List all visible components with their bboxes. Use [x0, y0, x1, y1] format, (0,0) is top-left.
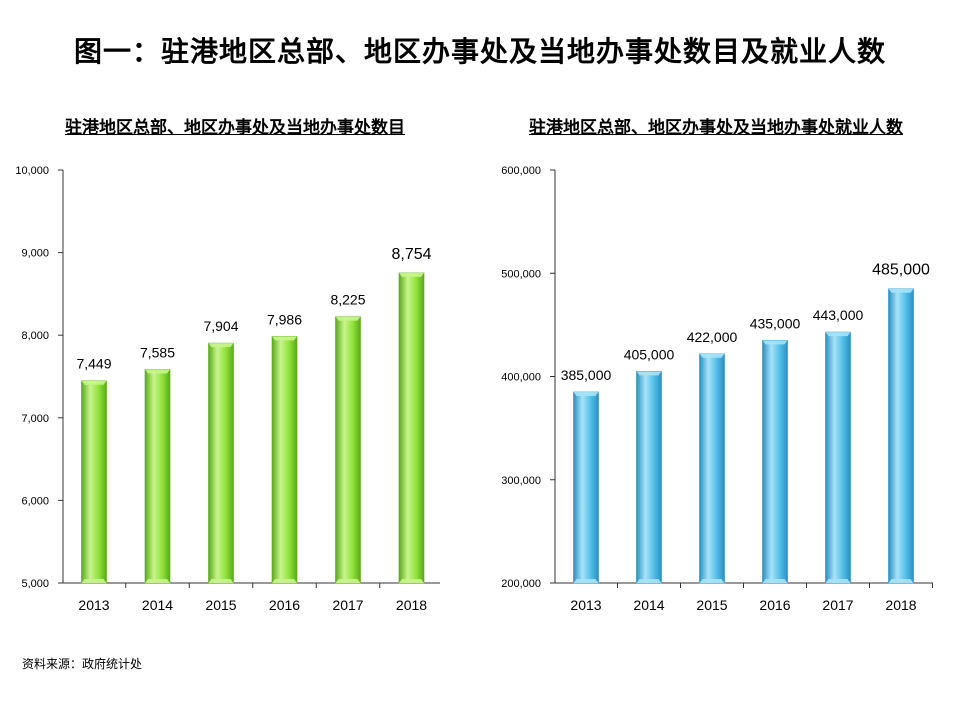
chart-title-offices: 驻港地区总部、地区办事处及当地办事处数目	[65, 118, 405, 138]
employment-category-label: 2017	[822, 597, 853, 613]
employment-value-label: 385,000	[561, 367, 612, 383]
offices-bar-cap	[272, 336, 297, 341]
employment-value-label: 435,000	[750, 315, 801, 331]
source-note: 资料来源：政府统计处	[22, 657, 143, 671]
employment-bar-2018	[888, 288, 914, 584]
employment-bar-2017	[825, 331, 851, 584]
employment-category-label: 2016	[759, 597, 790, 613]
employment-category-label: 2018	[885, 597, 916, 613]
offices-y-tick-label: 8,000	[21, 330, 49, 342]
employment-bar-2016	[762, 340, 788, 584]
employment-y-tick-label: 300,000	[501, 475, 541, 487]
offices-value-label: 7,449	[76, 356, 111, 372]
offices-category-label: 2015	[205, 597, 236, 613]
offices-bar-base	[208, 579, 234, 583]
employment-bar-base	[825, 579, 851, 583]
offices-y-tick-label: 7,000	[21, 413, 49, 425]
offices-bar-2013	[81, 380, 107, 584]
employment-bar-base	[699, 579, 725, 583]
offices-bar-cap	[399, 272, 424, 277]
offices-bar-cap	[81, 380, 107, 385]
offices-bar-2017	[335, 316, 361, 584]
offices-category-label: 2017	[332, 597, 363, 613]
employment-bar-cap	[762, 340, 788, 345]
offices-value-label: 8,754	[391, 246, 431, 263]
employment-bar-cap	[636, 371, 662, 376]
employment-value-label: 443,000	[813, 307, 864, 323]
employment-value-label: 422,000	[687, 329, 738, 345]
employment-category-label: 2013	[570, 597, 601, 613]
employment-y-tick-label: 200,000	[501, 578, 541, 590]
employment-bar-base	[573, 579, 599, 583]
employment-value-label: 485,000	[872, 262, 930, 279]
employment-bar-cap	[699, 353, 725, 358]
employment-bar-base	[888, 579, 914, 583]
offices-bar-cap	[145, 369, 170, 374]
offices-count-chart: 5,000 6,000 7,000 8,000 9,000 10,000 7,449 2013…	[15, 165, 440, 613]
offices-bar-base	[145, 579, 170, 583]
offices-y-tick-label: 10,000	[15, 165, 49, 177]
employment-bar-cap	[888, 288, 914, 293]
offices-bar-base	[399, 579, 424, 583]
offices-value-label: 7,986	[267, 311, 302, 327]
employment-y-tick-label: 400,000	[501, 372, 541, 384]
offices-category-label: 2016	[269, 597, 300, 613]
employment-category-label: 2014	[633, 597, 664, 613]
employment-bar-base	[636, 579, 662, 583]
offices-bar-2015	[208, 342, 234, 584]
offices-bar-2018	[398, 272, 425, 584]
offices-bar-base	[81, 579, 107, 583]
offices-bar-2014	[144, 369, 171, 584]
offices-value-label: 7,904	[203, 318, 238, 334]
employment-bar-2014	[636, 371, 662, 584]
employment-bar-cap	[825, 332, 851, 337]
employment-category-label: 2015	[696, 597, 727, 613]
offices-y-tick-label: 9,000	[21, 248, 49, 260]
chart-title-employment: 驻港地区总部、地区办事处及当地办事处就业人数	[529, 118, 903, 138]
offices-bar-cap	[208, 343, 234, 348]
employment-bar-2013	[573, 391, 599, 584]
employment-y-tick-label: 600,000	[501, 165, 541, 177]
employment-bar-base	[762, 579, 788, 583]
employment-y-tick-label: 500,000	[501, 268, 541, 280]
offices-y-tick-label: 6,000	[21, 495, 49, 507]
offices-category-label: 2018	[396, 597, 427, 613]
offices-category-label: 2013	[78, 597, 109, 613]
employment-bar-cap	[573, 391, 599, 396]
employment-chart: 200,000 300,000 400,000 500,000 600,000 385,0…	[501, 165, 933, 613]
offices-bar-2016	[271, 336, 298, 584]
offices-category-label: 2014	[142, 597, 173, 613]
page-title: 图一：驻港地区总部、地区办事处及当地办事处数目及就业人数	[73, 35, 886, 68]
employment-bar-2015	[699, 353, 725, 584]
offices-y-tick-label: 5,000	[21, 578, 49, 590]
offices-bar-base	[335, 579, 361, 583]
offices-value-label: 8,225	[330, 292, 365, 308]
offices-bar-base	[272, 579, 297, 583]
offices-value-label: 7,585	[140, 344, 175, 360]
offices-bar-cap	[335, 316, 361, 321]
employment-value-label: 405,000	[624, 346, 675, 362]
